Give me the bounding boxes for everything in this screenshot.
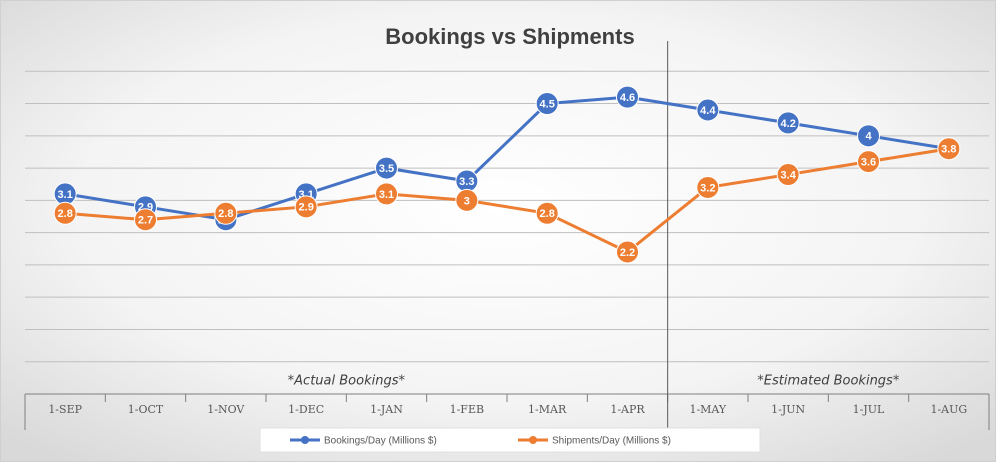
data-label: 4: [865, 131, 872, 143]
legend-marker: [529, 436, 537, 444]
data-label: 4.4: [700, 105, 716, 117]
legend-label: Bookings/Day (Millions $): [324, 436, 437, 447]
x-tick-label: 1-MAR: [528, 403, 567, 416]
data-label: 3.5: [379, 163, 394, 175]
x-tick-label: 1-DEC: [288, 403, 324, 416]
data-label: 2.8: [58, 208, 73, 220]
data-label: 3.4: [781, 169, 797, 181]
x-tick-label: 1-SEP: [48, 403, 82, 416]
data-label: 3.2: [700, 182, 715, 194]
data-label: 2.7: [138, 215, 153, 227]
data-label: 3.1: [58, 189, 73, 201]
data-label: 3.8: [941, 144, 956, 156]
legend-box: [259, 427, 761, 453]
data-point: [535, 92, 559, 116]
data-label: 3.1: [379, 189, 394, 201]
x-tick-label: 1-AUG: [930, 403, 967, 416]
data-point: [214, 201, 238, 225]
data-point: [294, 195, 318, 219]
data-label: 2.2: [620, 247, 635, 259]
data-point: [375, 156, 398, 180]
data-point: [53, 201, 77, 225]
data-point: [776, 163, 800, 187]
data-label: 2.8: [218, 208, 233, 220]
x-tick-label: 1-JUL: [853, 403, 885, 416]
x-tick-label: 1-APR: [610, 403, 645, 416]
x-tick-label: 1-JAN: [370, 403, 403, 416]
data-point: [696, 175, 720, 199]
data-label: 4.2: [781, 118, 796, 130]
data-label: 3: [464, 195, 470, 207]
data-point: [857, 150, 880, 174]
legend-marker: [301, 436, 309, 444]
data-label: 4.5: [540, 98, 555, 110]
data-point: [696, 98, 720, 122]
data-point: [937, 137, 961, 161]
data-label: 2.9: [299, 202, 314, 214]
data-point: [375, 182, 398, 206]
data-point: [134, 208, 157, 232]
x-tick-label: 1-OCT: [128, 403, 164, 416]
series-line: [64, 95, 950, 222]
data-point: [776, 111, 800, 135]
group-label: *Actual Bookings*: [288, 374, 406, 389]
x-tick-label: 1-JUN: [771, 403, 805, 416]
x-tick-label: 1-MAY: [689, 403, 726, 416]
x-tick-label: 1-NOV: [207, 403, 245, 416]
data-point: [535, 201, 559, 225]
data-label: 3.6: [861, 157, 876, 169]
data-label: 2.8: [540, 208, 555, 220]
series-line: [65, 147, 950, 254]
data-point: [455, 188, 479, 212]
data-point: [857, 124, 880, 148]
legend-label: Shipments/Day (Millions $): [552, 436, 671, 447]
data-label: 4.6: [620, 92, 635, 104]
x-tick-label: 1-FEB: [450, 403, 484, 416]
group-label: *Estimated Bookings*: [757, 374, 900, 389]
data-label: 3.3: [459, 176, 474, 188]
data-point: [616, 85, 639, 109]
chart-title: Bookings vs Shipments: [385, 24, 634, 49]
data-point: [616, 240, 639, 264]
